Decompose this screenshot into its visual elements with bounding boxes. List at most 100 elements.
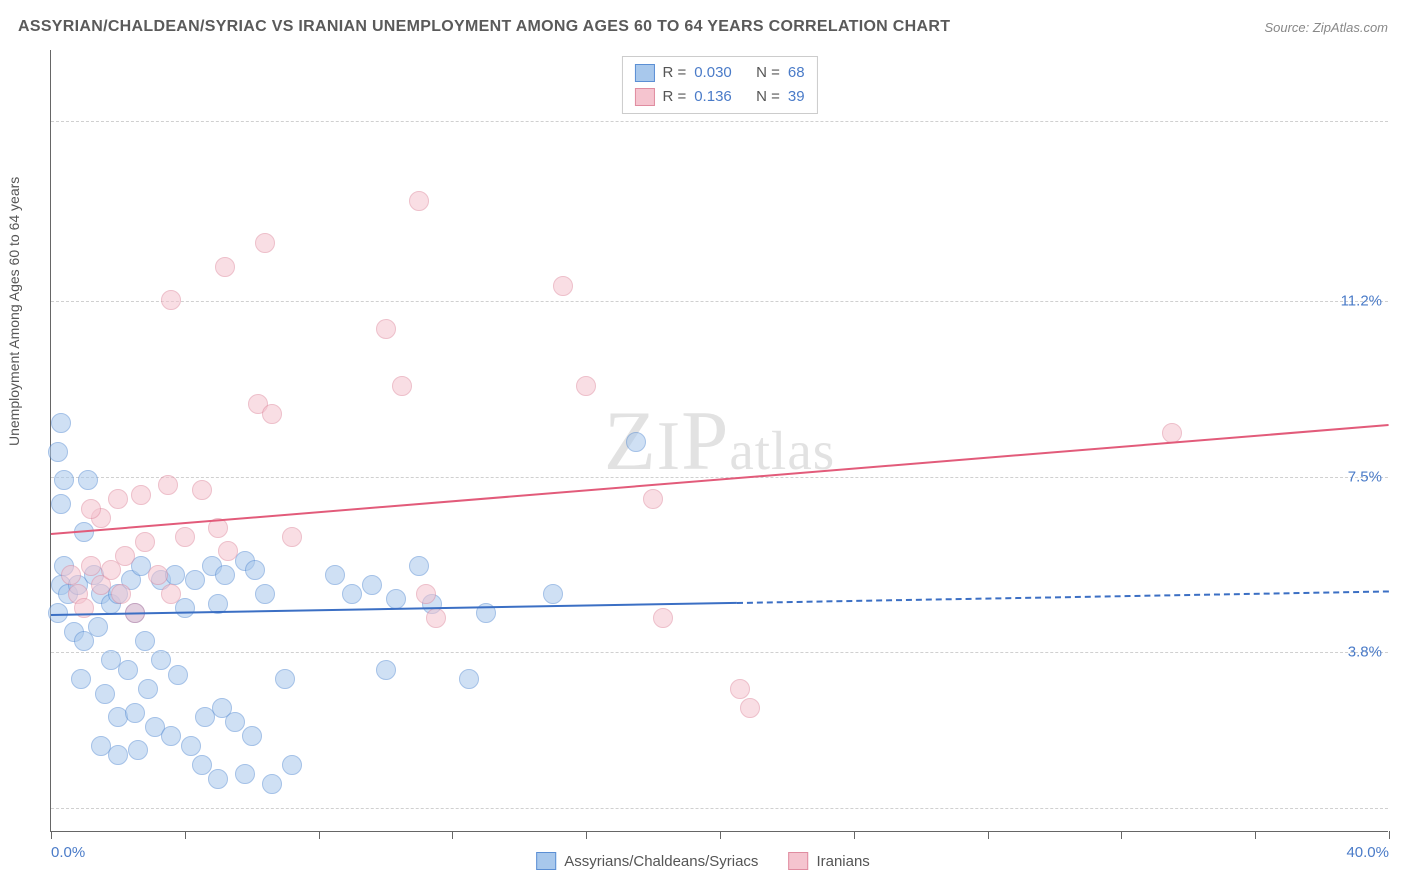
correlation-chart: ASSYRIAN/CHALDEAN/SYRIAC VS IRANIAN UNEM… — [0, 0, 1406, 892]
scatter-point — [543, 584, 563, 604]
legend-stat-row: R = 0.030 N = 68 — [634, 61, 804, 85]
y-tick-label: 7.5% — [1348, 468, 1390, 485]
x-tick — [854, 831, 855, 839]
scatter-point — [553, 276, 573, 296]
x-tick-label: 0.0% — [51, 844, 85, 861]
legend-swatch — [788, 852, 808, 870]
scatter-point — [138, 679, 158, 699]
scatter-point — [135, 532, 155, 552]
trendline — [51, 424, 1389, 535]
scatter-point — [161, 584, 181, 604]
scatter-point — [386, 589, 406, 609]
legend-stats: R = 0.030 N = 68R = 0.136 N = 39 — [621, 56, 817, 114]
scatter-point — [426, 608, 446, 628]
scatter-point — [392, 376, 412, 396]
scatter-point — [218, 541, 238, 561]
x-tick — [185, 831, 186, 839]
scatter-point — [245, 560, 265, 580]
chart-source: Source: ZipAtlas.com — [1264, 20, 1388, 35]
legend-series-label: Assyrians/Chaldeans/Syriacs — [564, 853, 758, 870]
scatter-point — [131, 485, 151, 505]
x-tick — [586, 831, 587, 839]
scatter-point — [325, 565, 345, 585]
x-tick — [51, 831, 52, 839]
scatter-point — [282, 527, 302, 547]
legend-r-label: R = — [662, 85, 686, 109]
x-tick — [1255, 831, 1256, 839]
scatter-point — [81, 556, 101, 576]
scatter-point — [262, 404, 282, 424]
scatter-point — [185, 570, 205, 590]
scatter-point — [282, 755, 302, 775]
scatter-point — [626, 432, 646, 452]
scatter-point — [208, 769, 228, 789]
scatter-point — [362, 575, 382, 595]
scatter-point — [78, 470, 98, 490]
scatter-point — [740, 698, 760, 718]
scatter-point — [409, 191, 429, 211]
x-tick — [452, 831, 453, 839]
scatter-point — [653, 608, 673, 628]
trendline — [737, 590, 1389, 604]
scatter-point — [48, 442, 68, 462]
gridline — [51, 301, 1388, 302]
legend-swatch — [634, 88, 654, 106]
scatter-point — [125, 703, 145, 723]
gridline — [51, 477, 1388, 478]
scatter-point — [1162, 423, 1182, 443]
x-tick — [1389, 831, 1390, 839]
scatter-point — [409, 556, 429, 576]
scatter-point — [108, 745, 128, 765]
legend-series: Assyrians/Chaldeans/Syriacs Iranians — [536, 852, 870, 870]
scatter-point — [376, 319, 396, 339]
scatter-point — [416, 584, 436, 604]
scatter-point — [242, 726, 262, 746]
legend-r-label: R = — [662, 61, 686, 85]
scatter-point — [135, 631, 155, 651]
scatter-point — [158, 475, 178, 495]
scatter-point — [576, 376, 596, 396]
scatter-point — [95, 684, 115, 704]
scatter-point — [255, 233, 275, 253]
scatter-point — [161, 726, 181, 746]
scatter-point — [51, 413, 71, 433]
x-tick — [988, 831, 989, 839]
scatter-point — [255, 584, 275, 604]
scatter-point — [115, 546, 135, 566]
legend-swatch — [536, 852, 556, 870]
scatter-point — [108, 489, 128, 509]
x-tick-label: 40.0% — [1346, 844, 1389, 861]
scatter-point — [175, 527, 195, 547]
scatter-point — [71, 669, 91, 689]
scatter-point — [192, 755, 212, 775]
scatter-point — [88, 617, 108, 637]
legend-n-label: N = — [756, 61, 780, 85]
y-axis-label: Unemployment Among Ages 60 to 64 years — [6, 177, 22, 446]
scatter-point — [215, 257, 235, 277]
gridline — [51, 808, 1388, 809]
scatter-point — [376, 660, 396, 680]
legend-r-value: 0.136 — [694, 85, 732, 109]
gridline — [51, 121, 1388, 122]
scatter-point — [235, 764, 255, 784]
scatter-point — [181, 736, 201, 756]
scatter-point — [54, 470, 74, 490]
scatter-point — [128, 740, 148, 760]
scatter-point — [151, 650, 171, 670]
legend-r-value: 0.030 — [694, 61, 732, 85]
chart-title: ASSYRIAN/CHALDEAN/SYRIAC VS IRANIAN UNEM… — [18, 18, 950, 36]
legend-n-value: 39 — [788, 85, 805, 109]
legend-n-label: N = — [756, 85, 780, 109]
scatter-point — [148, 565, 168, 585]
scatter-point — [192, 480, 212, 500]
scatter-point — [118, 660, 138, 680]
scatter-point — [215, 565, 235, 585]
legend-series-item: Iranians — [788, 852, 869, 870]
scatter-point — [61, 565, 81, 585]
scatter-point — [168, 665, 188, 685]
legend-series-item: Assyrians/Chaldeans/Syriacs — [536, 852, 758, 870]
y-tick-label: 3.8% — [1348, 643, 1390, 660]
gridline — [51, 652, 1388, 653]
scatter-point — [225, 712, 245, 732]
legend-series-label: Iranians — [816, 853, 869, 870]
